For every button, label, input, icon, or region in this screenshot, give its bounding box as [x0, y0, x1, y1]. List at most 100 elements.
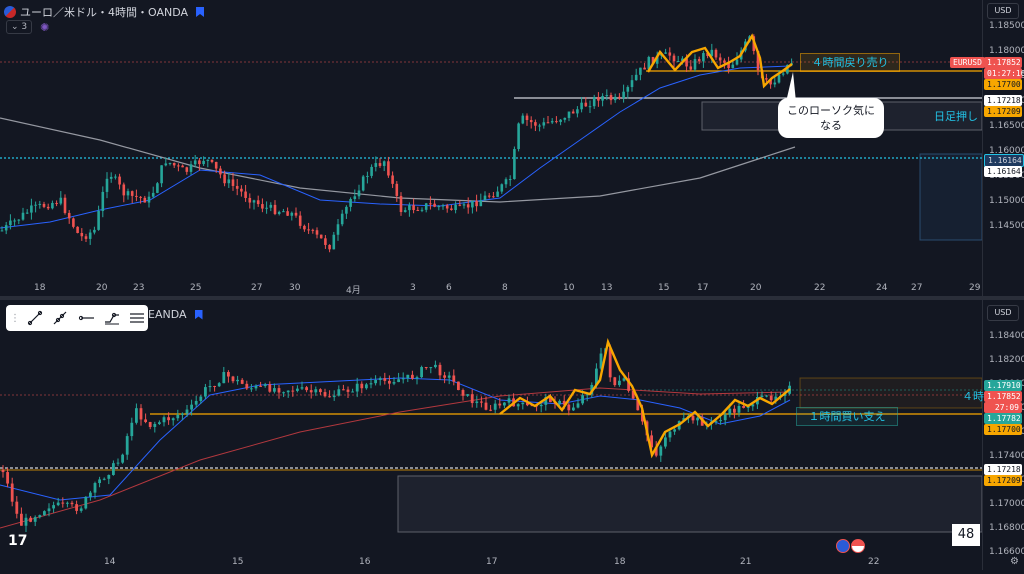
candle-body [392, 382, 396, 384]
event-marker-euro-icon[interactable] [836, 539, 850, 553]
candle-body [723, 414, 727, 421]
candle-body [480, 401, 483, 403]
candle-body [342, 389, 345, 391]
price-tick-label: 1.16800 [989, 523, 1024, 533]
bookmark-flag-icon[interactable] [196, 7, 205, 17]
candle-body [664, 52, 667, 54]
top-chart-pane[interactable] [0, 0, 983, 296]
candle-body [479, 200, 483, 207]
candle-body [454, 204, 457, 211]
bottom-4h-zone [799, 377, 983, 409]
candle-body [397, 379, 400, 383]
candle-body [240, 379, 244, 384]
candle-body [109, 176, 113, 179]
candle-body [227, 179, 231, 184]
candle-body [484, 402, 488, 410]
candle-body [516, 404, 520, 407]
candle-body [231, 179, 235, 186]
candle-body [500, 184, 504, 192]
time-tick-label: 18 [614, 557, 626, 567]
candle-body [250, 388, 253, 390]
candle-body [461, 390, 465, 396]
candle-body [97, 211, 100, 230]
price-tick-label: 1.17400 [989, 451, 1024, 461]
candle-body [576, 403, 580, 408]
top-time-axis[interactable]: 18 20 23 25 27 30 4月 3 6 8 10 13 15 17 20 22 24 27 29 [0, 281, 982, 296]
callout-bubble[interactable]: このローソク気に なる [778, 98, 884, 138]
drawing-toolbar[interactable]: ⋮ [6, 305, 148, 331]
daily-pullback-label[interactable]: 日足押し [934, 110, 978, 123]
bottom-price-scale[interactable]: USD 1.184001.182001.180001.178001.176001… [982, 300, 1024, 570]
bottom-chart-pane[interactable] [0, 300, 983, 570]
horizontal-ray-tool-icon[interactable] [75, 308, 97, 328]
price-tick-label: 1.17000 [989, 499, 1024, 509]
candle-body [618, 380, 621, 386]
time-tick-label: 30 [289, 283, 301, 293]
candle-body [43, 511, 46, 516]
candle-body [282, 211, 285, 213]
candle-body [706, 53, 709, 56]
candle-body [277, 211, 281, 215]
toolbar-drag-handle-icon[interactable]: ⋮ [10, 312, 20, 324]
top-price-scale[interactable]: USD 1.185001.180001.175001.170001.165001… [982, 0, 1024, 296]
candle-body [79, 508, 83, 511]
candle-body [714, 49, 718, 58]
bottom-bookmark-flag-icon[interactable] [194, 309, 203, 320]
bottom-time-axis[interactable]: 14 15 16 17 18 21 22 [0, 555, 982, 570]
candle-body [470, 394, 474, 404]
candle-body [466, 394, 469, 396]
candle-body [651, 57, 655, 64]
candle-body [643, 67, 646, 70]
candle-body [387, 161, 390, 176]
candle-body [457, 381, 460, 391]
candle-body [210, 159, 214, 162]
indicator-collapse-button[interactable]: ⌄ 3 [6, 20, 33, 34]
candle-body [56, 502, 60, 506]
indicator-settings-icon[interactable]: ✺ [40, 20, 50, 34]
candle-body [227, 372, 230, 377]
candle-body [756, 50, 760, 71]
candle-body [245, 383, 249, 389]
candle-body [112, 463, 115, 475]
trend-line-tool-icon[interactable] [24, 308, 46, 328]
top-chart-canvas[interactable] [0, 0, 983, 296]
settings-gear-icon[interactable]: ⚙ [1010, 556, 1019, 567]
candle-body [324, 238, 327, 245]
time-tick-label: 15 [232, 557, 244, 567]
sell-zone-label[interactable]: ４時間戻り売り [800, 53, 900, 72]
ray-tool-icon[interactable] [50, 308, 72, 328]
candle-body [550, 121, 554, 123]
candle-body [676, 61, 680, 63]
candle-body [539, 404, 543, 407]
candle-body [599, 353, 603, 369]
event-marker-us-icon[interactable] [851, 539, 865, 553]
candle-body [185, 409, 189, 414]
candle-body [774, 396, 778, 401]
candle-body [332, 234, 336, 250]
bottom-currency-button[interactable]: USD [987, 305, 1019, 321]
candle-body [433, 203, 436, 207]
bottom-4h-label[interactable]: ４時 [962, 390, 984, 403]
counter-badge[interactable]: 48 [952, 524, 980, 546]
bottom-chart-canvas[interactable] [0, 300, 983, 570]
candle-body [160, 165, 163, 184]
path-tool-icon[interactable] [101, 308, 123, 328]
tradingview-logo[interactable]: 17 [8, 533, 28, 549]
candle-body [597, 97, 600, 101]
candle-body [605, 95, 609, 97]
candle-body [659, 446, 663, 456]
candle-body [84, 236, 88, 239]
pane-separator[interactable] [0, 296, 1024, 300]
candle-body [17, 219, 21, 221]
candle-body [723, 60, 726, 63]
currency-button[interactable]: USD [987, 3, 1019, 19]
support-zone-label[interactable]: １時間買い支え [796, 407, 898, 426]
candle-body [286, 211, 289, 216]
candle-body [107, 474, 111, 479]
candle-body [424, 203, 428, 210]
bottom-countdown-chip: 27:09 [984, 402, 1022, 413]
candle-body [781, 73, 785, 75]
candle-body [61, 502, 65, 504]
parallel-lines-tool-icon[interactable] [126, 308, 148, 328]
euro-dollar-flag-icon [4, 6, 16, 18]
